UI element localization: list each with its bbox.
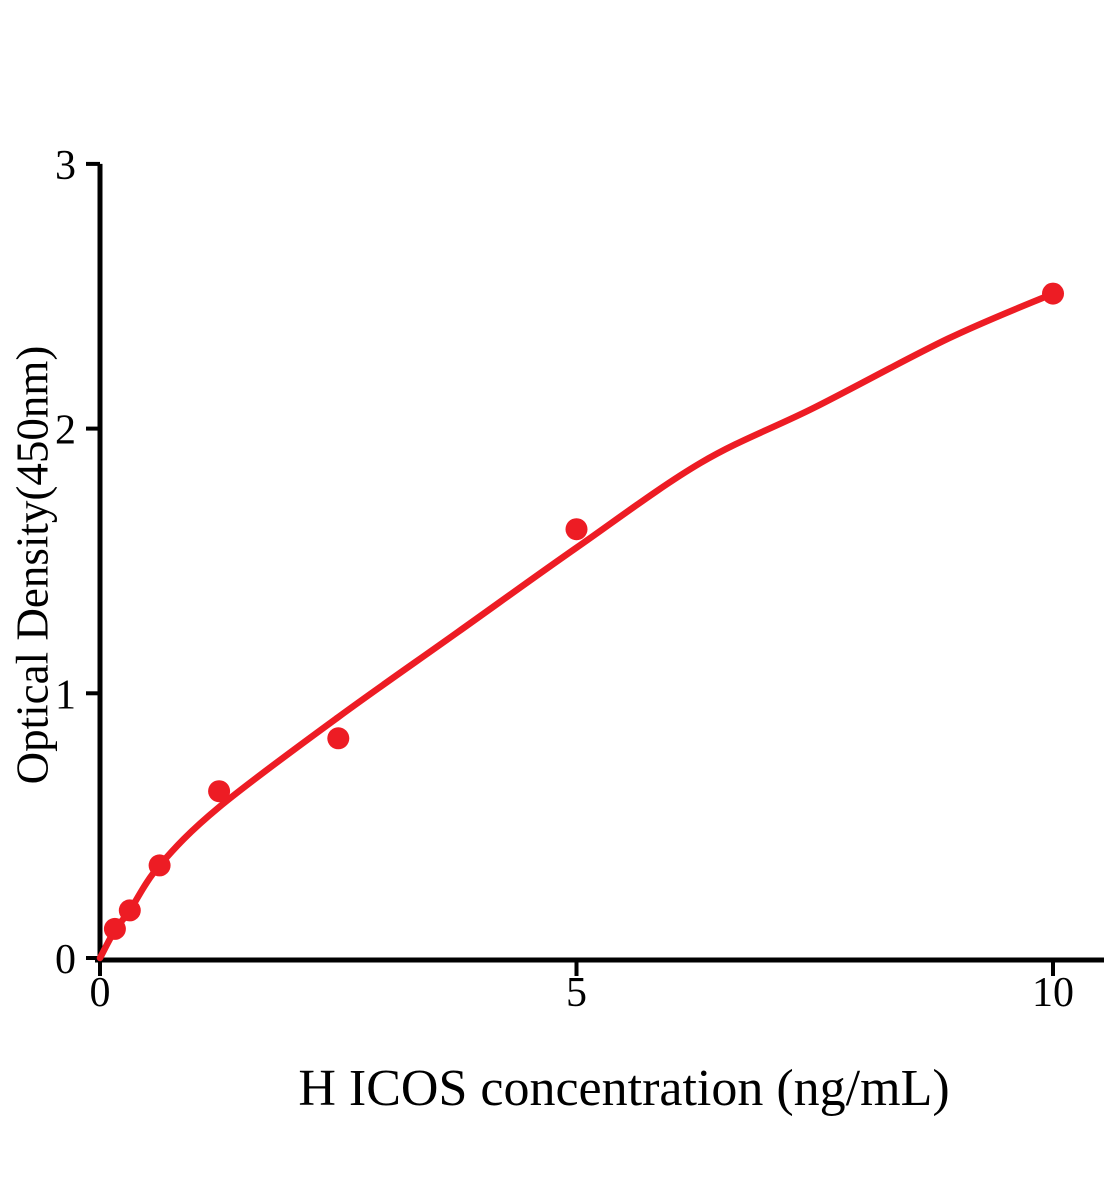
y-axis-title: Optical Density(450nm)	[7, 345, 58, 785]
y-tick-label: 2	[55, 408, 76, 454]
data-point-marker	[1042, 282, 1064, 305]
data-point-marker	[327, 727, 350, 750]
x-tick-label: 5	[566, 970, 587, 1016]
y-tick-label: 3	[55, 143, 76, 189]
x-tick-label: 0	[90, 970, 111, 1016]
y-tick-label: 1	[55, 672, 76, 718]
data-point-marker	[565, 518, 588, 541]
data-point-marker	[118, 899, 141, 922]
x-axis-title: H ICOS concentration (ng/mL)	[298, 1060, 950, 1117]
standard-curve-line	[96, 290, 1057, 962]
y-tick-label: 0	[55, 937, 76, 983]
data-point-marker	[208, 780, 231, 803]
data-point-marker	[103, 917, 126, 940]
x-tick-label: 10	[1032, 970, 1074, 1016]
data-point-marker	[148, 854, 171, 877]
